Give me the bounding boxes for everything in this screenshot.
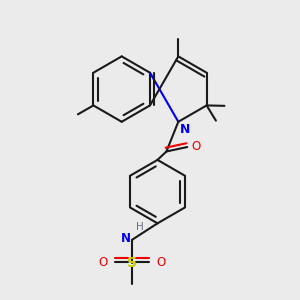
Text: O: O — [157, 256, 166, 269]
Text: O: O — [99, 256, 108, 269]
Text: S: S — [127, 256, 137, 270]
Text: N: N — [122, 232, 131, 245]
Text: N: N — [180, 123, 190, 136]
Text: H: H — [136, 222, 144, 232]
Text: O: O — [191, 140, 200, 153]
